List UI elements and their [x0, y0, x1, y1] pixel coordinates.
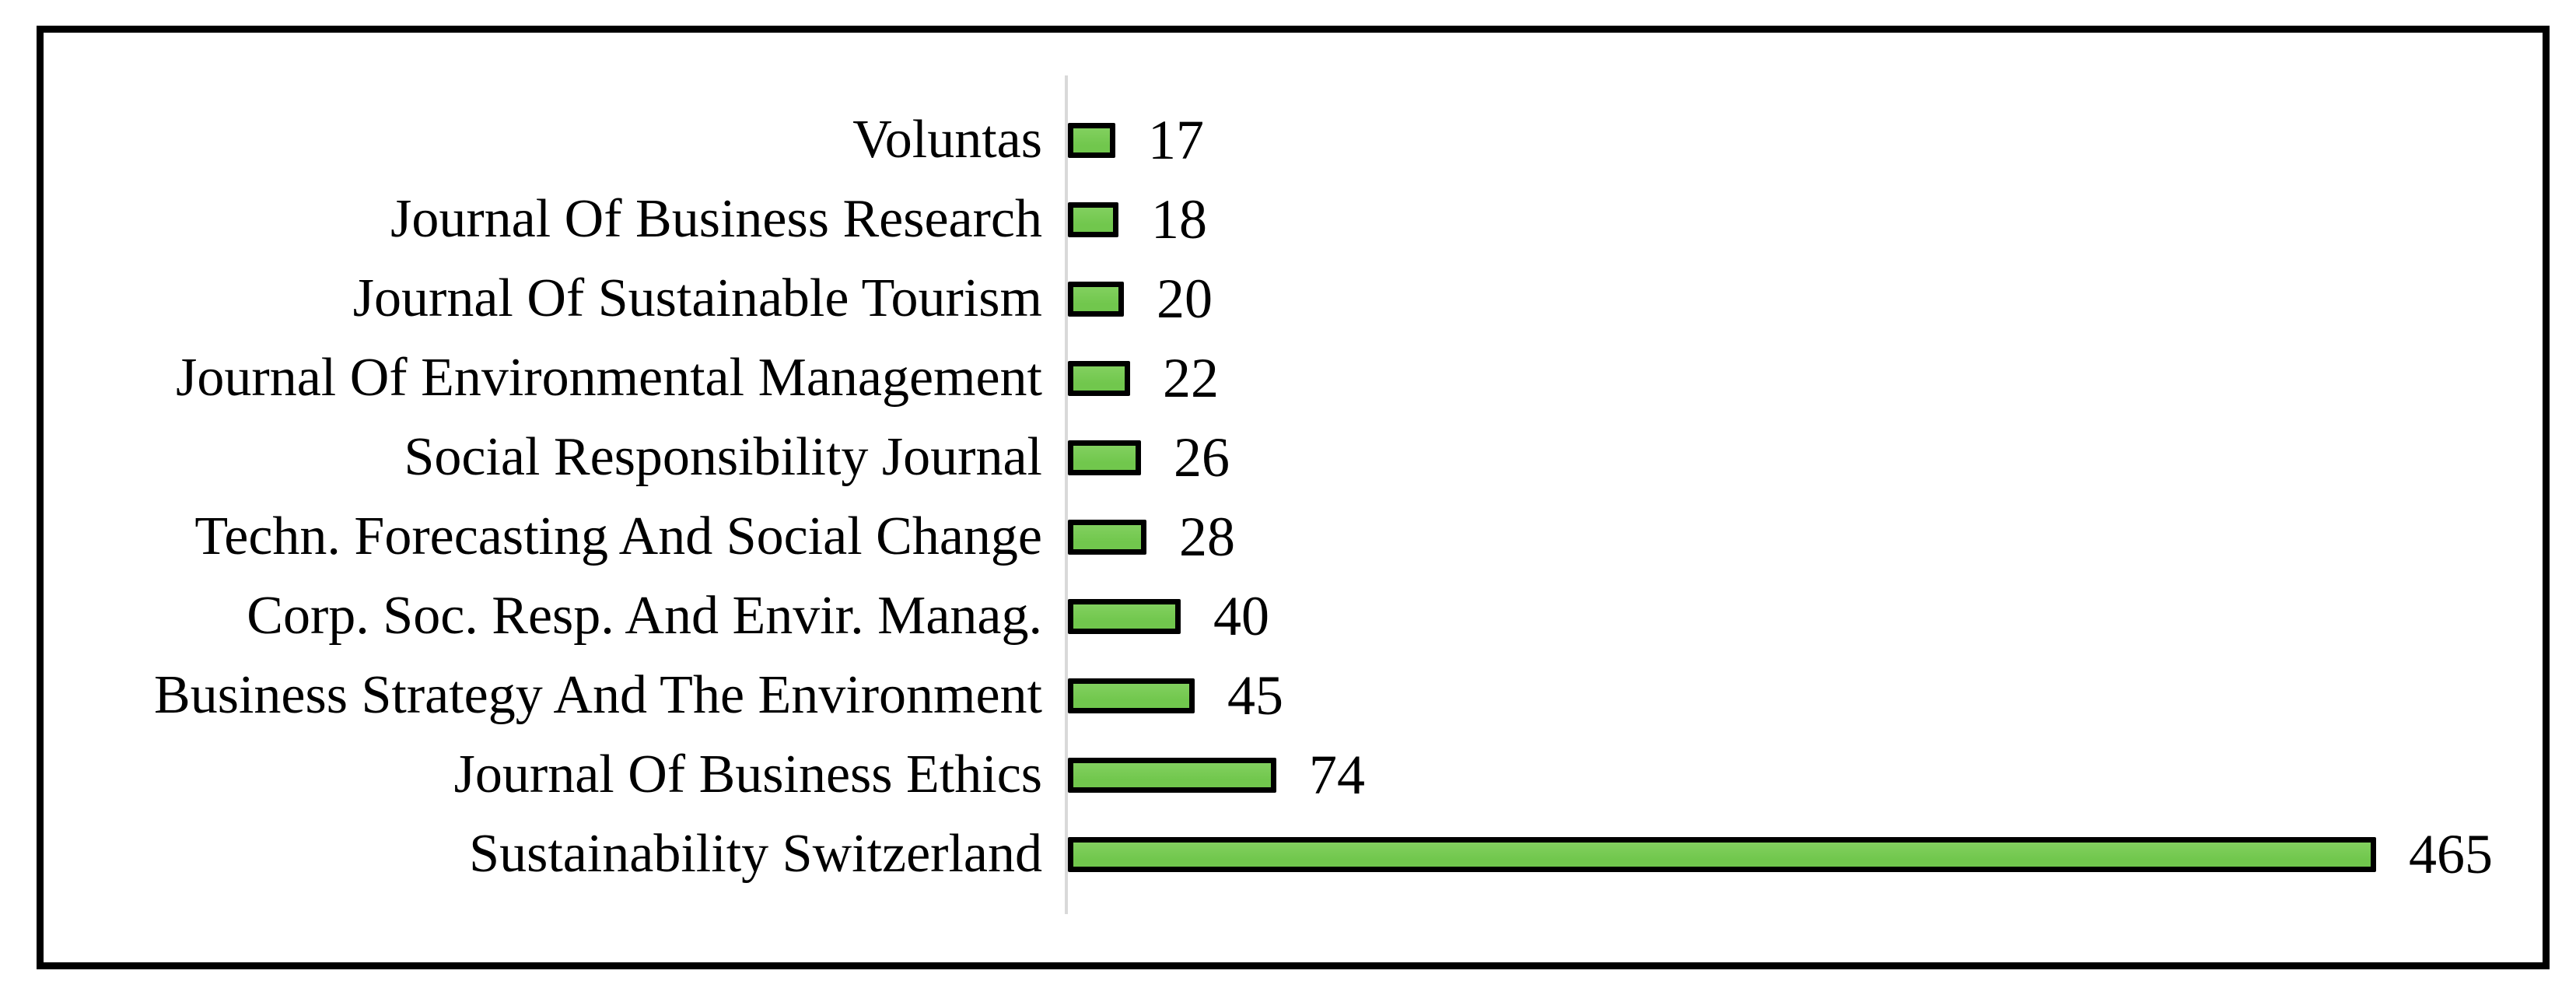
bar-area: 28	[1064, 509, 2543, 565]
category-label: Voluntas	[852, 110, 1042, 170]
chart-frame: Voluntas 17 Journal Of Business Research 18…	[37, 26, 2550, 969]
value-label: 465	[2409, 823, 2493, 885]
bar	[1068, 598, 1181, 634]
bar	[1068, 201, 1118, 237]
category-label: Social Responsibility Journal	[404, 427, 1042, 487]
value-label: 28	[1179, 506, 1235, 568]
chart-row: Sustainability Switzerland 465	[44, 815, 2543, 894]
category-label: Sustainability Switzerland	[469, 824, 1042, 884]
value-label: 22	[1163, 347, 1219, 409]
bar	[1068, 440, 1141, 475]
bar-area: 74	[1064, 747, 2543, 803]
bar-area: 20	[1064, 271, 2543, 327]
value-label: 18	[1151, 188, 1207, 251]
category-label: Techn. Forecasting And Social Change	[194, 506, 1042, 566]
chart-row: Social Responsibility Journal 26	[44, 418, 2543, 497]
value-label: 26	[1174, 426, 1230, 489]
chart-row: Voluntas 17	[44, 100, 2543, 180]
bar-area: 40	[1064, 588, 2543, 644]
bar	[1068, 678, 1195, 713]
value-label: 74	[1309, 744, 1365, 806]
bar-chart: Voluntas 17 Journal Of Business Research 18…	[44, 100, 2543, 894]
category-label: Journal Of Sustainable Tourism	[352, 268, 1042, 328]
bar	[1068, 757, 1276, 793]
chart-row: Journal Of Business Ethics 74	[44, 735, 2543, 815]
bar	[1068, 122, 1115, 158]
chart-row: Techn. Forecasting And Social Change 28	[44, 497, 2543, 576]
bar-area: 22	[1064, 350, 2543, 406]
category-label: Journal Of Environmental Management	[176, 348, 1042, 408]
value-label: 40	[1213, 585, 1269, 647]
bar-area: 17	[1064, 112, 2543, 168]
value-label: 20	[1157, 268, 1213, 330]
bar-area: 45	[1064, 667, 2543, 723]
chart-row: Corp. Soc. Resp. And Envir. Manag. 40	[44, 576, 2543, 656]
value-label: 45	[1227, 664, 1283, 727]
chart-row: Journal Of Sustainable Tourism 20	[44, 259, 2543, 338]
chart-row: Journal Of Environmental Management 22	[44, 338, 2543, 418]
category-label: Journal Of Business Research	[390, 189, 1042, 249]
category-label: Business Strategy And The Environment	[154, 665, 1042, 725]
category-axis-line	[1065, 75, 1068, 914]
bar	[1068, 836, 2376, 872]
bar	[1068, 519, 1146, 555]
category-label: Journal Of Business Ethics	[453, 744, 1042, 804]
value-label: 17	[1148, 109, 1204, 171]
chart-row: Business Strategy And The Environment 45	[44, 656, 2543, 735]
bar-area: 465	[1064, 826, 2543, 882]
bar	[1068, 360, 1130, 396]
category-label: Corp. Soc. Resp. And Envir. Manag.	[247, 586, 1042, 646]
bar-area: 18	[1064, 191, 2543, 247]
chart-row: Journal Of Business Research 18	[44, 180, 2543, 259]
bar-area: 26	[1064, 429, 2543, 485]
bar	[1068, 281, 1124, 317]
